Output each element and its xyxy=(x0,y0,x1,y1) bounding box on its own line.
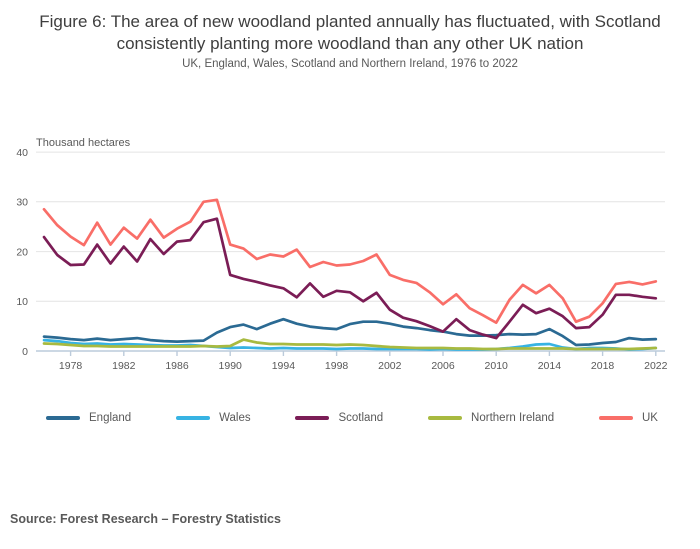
y-tick-label: 30 xyxy=(16,197,28,209)
x-tick-label: 1998 xyxy=(325,360,349,372)
series-line-northern-ireland xyxy=(42,338,658,351)
x-tick-label: 2018 xyxy=(591,360,615,372)
legend-label: UK xyxy=(642,412,658,424)
legend-label: Northern Ireland xyxy=(471,412,555,424)
legend-item-northern-ireland: Northern Ireland xyxy=(428,412,554,424)
legend-item-england: England xyxy=(46,412,131,424)
legend-label: England xyxy=(89,412,132,424)
y-tick-label: 40 xyxy=(16,147,28,159)
series-line-uk xyxy=(42,198,658,325)
y-tick-label: 10 xyxy=(16,296,28,308)
legend-label: Scotland xyxy=(338,412,384,424)
series-line-england xyxy=(42,317,658,347)
chart-subtitle: UK, England, Wales, Scotland and Norther… xyxy=(182,58,518,70)
x-tick-label: 1986 xyxy=(165,360,189,372)
source-text: Source: Forest Research – Forestry Stati… xyxy=(10,512,281,526)
x-tick-label: 1990 xyxy=(219,360,243,372)
series-line-wales xyxy=(42,338,658,351)
series-line-scotland xyxy=(42,217,658,340)
y-axis-unit-label: Thousand hectares xyxy=(36,137,131,149)
x-tick-label: 2010 xyxy=(485,360,509,372)
chart-title: Figure 6: The area of new woodland plant… xyxy=(39,12,661,53)
x-tick-label: 1982 xyxy=(112,360,136,372)
y-tick-label: 20 xyxy=(16,246,28,258)
x-tick-label: 1978 xyxy=(59,360,83,372)
legend-item-scotland: Scotland xyxy=(295,412,383,424)
x-tick-label: 2002 xyxy=(378,360,402,372)
x-tick-label: 2014 xyxy=(538,360,562,372)
legend-item-wales: Wales xyxy=(176,412,251,424)
y-tick-label: 0 xyxy=(22,346,28,358)
legend-swatch xyxy=(46,416,80,420)
x-tick-label: 1994 xyxy=(272,360,296,372)
legend-label: Wales xyxy=(219,412,251,424)
x-tick-label: 2022 xyxy=(644,360,668,372)
legend-swatch xyxy=(428,416,463,420)
legend-item-uk: UK xyxy=(599,412,658,424)
legend-swatch xyxy=(599,416,633,420)
legend-swatch xyxy=(295,416,330,420)
x-tick-label: 2006 xyxy=(431,360,455,372)
legend-swatch xyxy=(176,416,211,420)
chart-legend: England Wales Scotland Northern Ireland UK xyxy=(46,410,658,426)
